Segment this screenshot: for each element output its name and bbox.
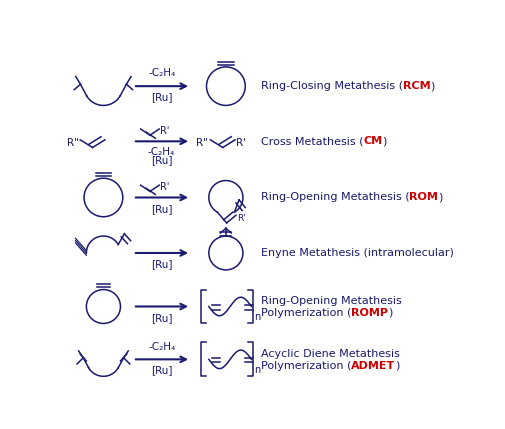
Text: [Ru]: [Ru] xyxy=(151,259,173,269)
Text: -C₂H₄: -C₂H₄ xyxy=(148,148,175,157)
Text: Polymerization (: Polymerization ( xyxy=(261,308,351,317)
Text: [Ru]: [Ru] xyxy=(151,155,172,165)
Text: ): ) xyxy=(382,136,387,146)
Text: Enyne Metathesis (intramolecular): Enyne Metathesis (intramolecular) xyxy=(261,248,453,258)
Text: [Ru]: [Ru] xyxy=(151,313,173,323)
Text: ADMET: ADMET xyxy=(351,360,395,371)
Text: R': R' xyxy=(160,182,169,193)
Text: n: n xyxy=(255,312,261,322)
Text: CM: CM xyxy=(363,136,382,146)
Text: RCM: RCM xyxy=(403,81,430,91)
Text: -C₂H₄: -C₂H₄ xyxy=(148,69,176,79)
Text: Cross Metathesis (: Cross Metathesis ( xyxy=(261,136,363,146)
Text: ROM: ROM xyxy=(410,193,438,202)
Text: R': R' xyxy=(160,126,169,136)
Text: [Ru]: [Ru] xyxy=(151,92,173,103)
Text: ROMP: ROMP xyxy=(351,308,388,317)
Text: Ring-Opening Metathesis: Ring-Opening Metathesis xyxy=(261,296,401,306)
Text: [Ru]: [Ru] xyxy=(151,204,172,214)
Text: -C₂H₄: -C₂H₄ xyxy=(148,341,176,352)
Text: Ring-Closing Metathesis (: Ring-Closing Metathesis ( xyxy=(261,81,403,91)
Text: R": R" xyxy=(67,138,79,148)
Text: R': R' xyxy=(237,214,246,223)
Text: ): ) xyxy=(395,360,400,371)
Text: R": R" xyxy=(196,138,208,148)
Text: Polymerization (: Polymerization ( xyxy=(261,360,351,371)
Text: R': R' xyxy=(236,138,246,148)
Text: n: n xyxy=(255,365,261,375)
Text: ): ) xyxy=(430,81,435,91)
Text: ): ) xyxy=(438,193,442,202)
Text: [Ru]: [Ru] xyxy=(151,366,173,375)
Text: Acyclic Diene Metathesis: Acyclic Diene Metathesis xyxy=(261,349,399,359)
Text: ): ) xyxy=(388,308,392,317)
Text: Ring-Opening Metathesis (: Ring-Opening Metathesis ( xyxy=(261,193,410,202)
